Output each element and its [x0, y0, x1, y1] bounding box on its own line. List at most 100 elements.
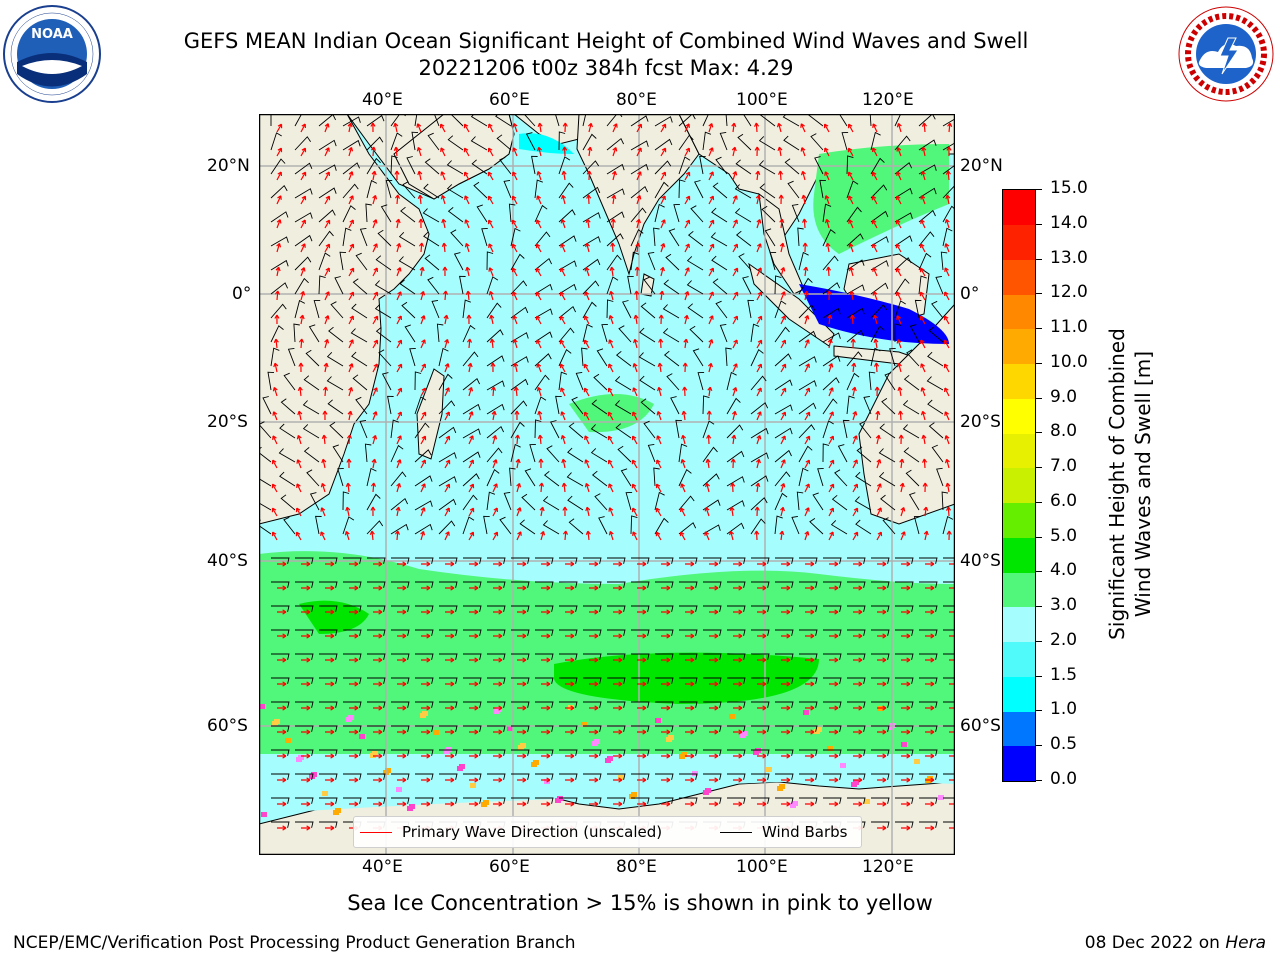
wave-direction-arrow: [805, 609, 815, 615]
wind-barb: [471, 159, 488, 175]
wind-barb: [630, 185, 649, 199]
wind-barb: [799, 557, 818, 564]
wind-barb: [503, 179, 512, 199]
wind-barb: [607, 581, 626, 588]
wind-barb: [750, 475, 769, 487]
wind-barb: [870, 260, 889, 271]
wave-direction-arrow: [945, 482, 951, 493]
wind-barb: [702, 114, 710, 127]
wave-direction-arrow: [300, 123, 306, 133]
wind-barb: [374, 280, 392, 295]
map-panel[interactable]: [258, 113, 956, 856]
wind-barb: [559, 749, 578, 756]
wave-direction-arrow: [899, 482, 905, 493]
wave-direction-arrow: [781, 633, 791, 639]
wind-barb: [319, 629, 338, 636]
wave-direction-arrow: [324, 171, 330, 181]
wave-direction-arrow: [829, 729, 839, 735]
wave-direction-arrow: [704, 507, 710, 517]
wave-direction-arrow: [468, 507, 475, 517]
wind-barb: [511, 629, 530, 636]
wave-direction-arrow: [466, 314, 472, 325]
wave-direction-arrow: [949, 657, 955, 663]
wave-direction-arrow: [755, 170, 761, 181]
wave-direction-arrow: [440, 147, 446, 157]
wind-barb: [919, 797, 938, 804]
wave-direction-arrow: [444, 363, 450, 373]
wave-direction-arrow: [684, 267, 690, 277]
wave-direction-arrow: [731, 410, 737, 421]
wind-barb: [774, 353, 792, 367]
wave-direction-arrow: [877, 561, 887, 567]
wave-direction-arrow: [565, 705, 575, 711]
wind-barb: [842, 419, 850, 439]
wave-direction-arrow: [781, 585, 791, 591]
wind-barb: [942, 515, 954, 535]
wind-barb: [607, 773, 626, 780]
wind-barb: [593, 373, 608, 391]
wave-direction-arrow: [852, 459, 858, 469]
wind-barb: [402, 181, 416, 199]
wind-barb: [870, 282, 889, 295]
wind-barb: [511, 749, 530, 756]
wave-direction-arrow: [536, 171, 542, 181]
wave-direction-arrow: [320, 531, 326, 541]
wind-barb: [387, 395, 394, 415]
wave-direction-arrow: [589, 633, 599, 639]
wind-barb: [319, 605, 338, 612]
wave-direction-arrow: [781, 681, 791, 687]
wave-direction-arrow: [493, 585, 503, 591]
wind-barb: [313, 299, 321, 319]
wave-direction-arrow: [271, 459, 278, 469]
wind-barb: [462, 473, 480, 487]
wind-barb: [665, 253, 680, 271]
wave-direction-arrow: [925, 801, 935, 807]
wind-barb: [799, 605, 818, 612]
colorbar-tick-mark: [1036, 189, 1042, 190]
wind-barb: [318, 275, 326, 295]
wave-direction-arrow: [397, 753, 407, 759]
wave-direction-arrow: [539, 506, 545, 517]
wind-barb: [583, 749, 602, 756]
wave-direction-arrow: [295, 531, 302, 541]
sea-ice-cell: [459, 764, 465, 769]
wind-barb: [486, 276, 499, 295]
wave-direction-arrow: [631, 507, 638, 517]
wave-direction-arrow: [301, 585, 311, 591]
wind-barb: [822, 443, 830, 463]
wind-barb: [943, 581, 955, 583]
wave-direction-arrow: [489, 338, 495, 349]
wave-direction-arrow: [348, 267, 355, 277]
wave-direction-arrow: [872, 314, 878, 325]
wave-direction-arrow: [537, 122, 543, 133]
wind-barb: [280, 494, 296, 511]
wind-barb: [798, 445, 813, 463]
wind-barb: [510, 280, 528, 295]
wind-barb: [270, 303, 287, 319]
wind-barb: [319, 749, 338, 756]
wave-direction-arrow: [560, 387, 566, 397]
wave-direction-arrow: [732, 363, 738, 373]
wave-direction-arrow: [421, 729, 431, 735]
wave-direction-arrow: [372, 411, 378, 421]
wave-direction-arrow: [877, 777, 887, 783]
wave-direction-arrow: [394, 530, 401, 541]
wave-direction-arrow: [920, 387, 926, 397]
wave-direction-arrow: [541, 585, 551, 591]
wind-barb: [678, 522, 697, 535]
wind-barb: [798, 380, 817, 391]
wave-direction-arrow: [944, 267, 950, 277]
wave-direction-arrow: [681, 434, 687, 445]
wind-barb: [918, 231, 935, 247]
wave-direction-arrow: [589, 585, 599, 591]
wind-barb: [909, 324, 920, 343]
wind-barb: [846, 206, 862, 223]
wave-direction-arrow: [631, 435, 638, 445]
wave-direction-arrow: [949, 585, 955, 591]
wind-barb: [846, 351, 863, 367]
wind-barb: [380, 204, 392, 223]
wind-barb: [774, 427, 793, 439]
wind-barb: [355, 252, 368, 271]
wave-direction-arrow: [324, 315, 330, 325]
wave-direction-arrow: [535, 243, 542, 253]
